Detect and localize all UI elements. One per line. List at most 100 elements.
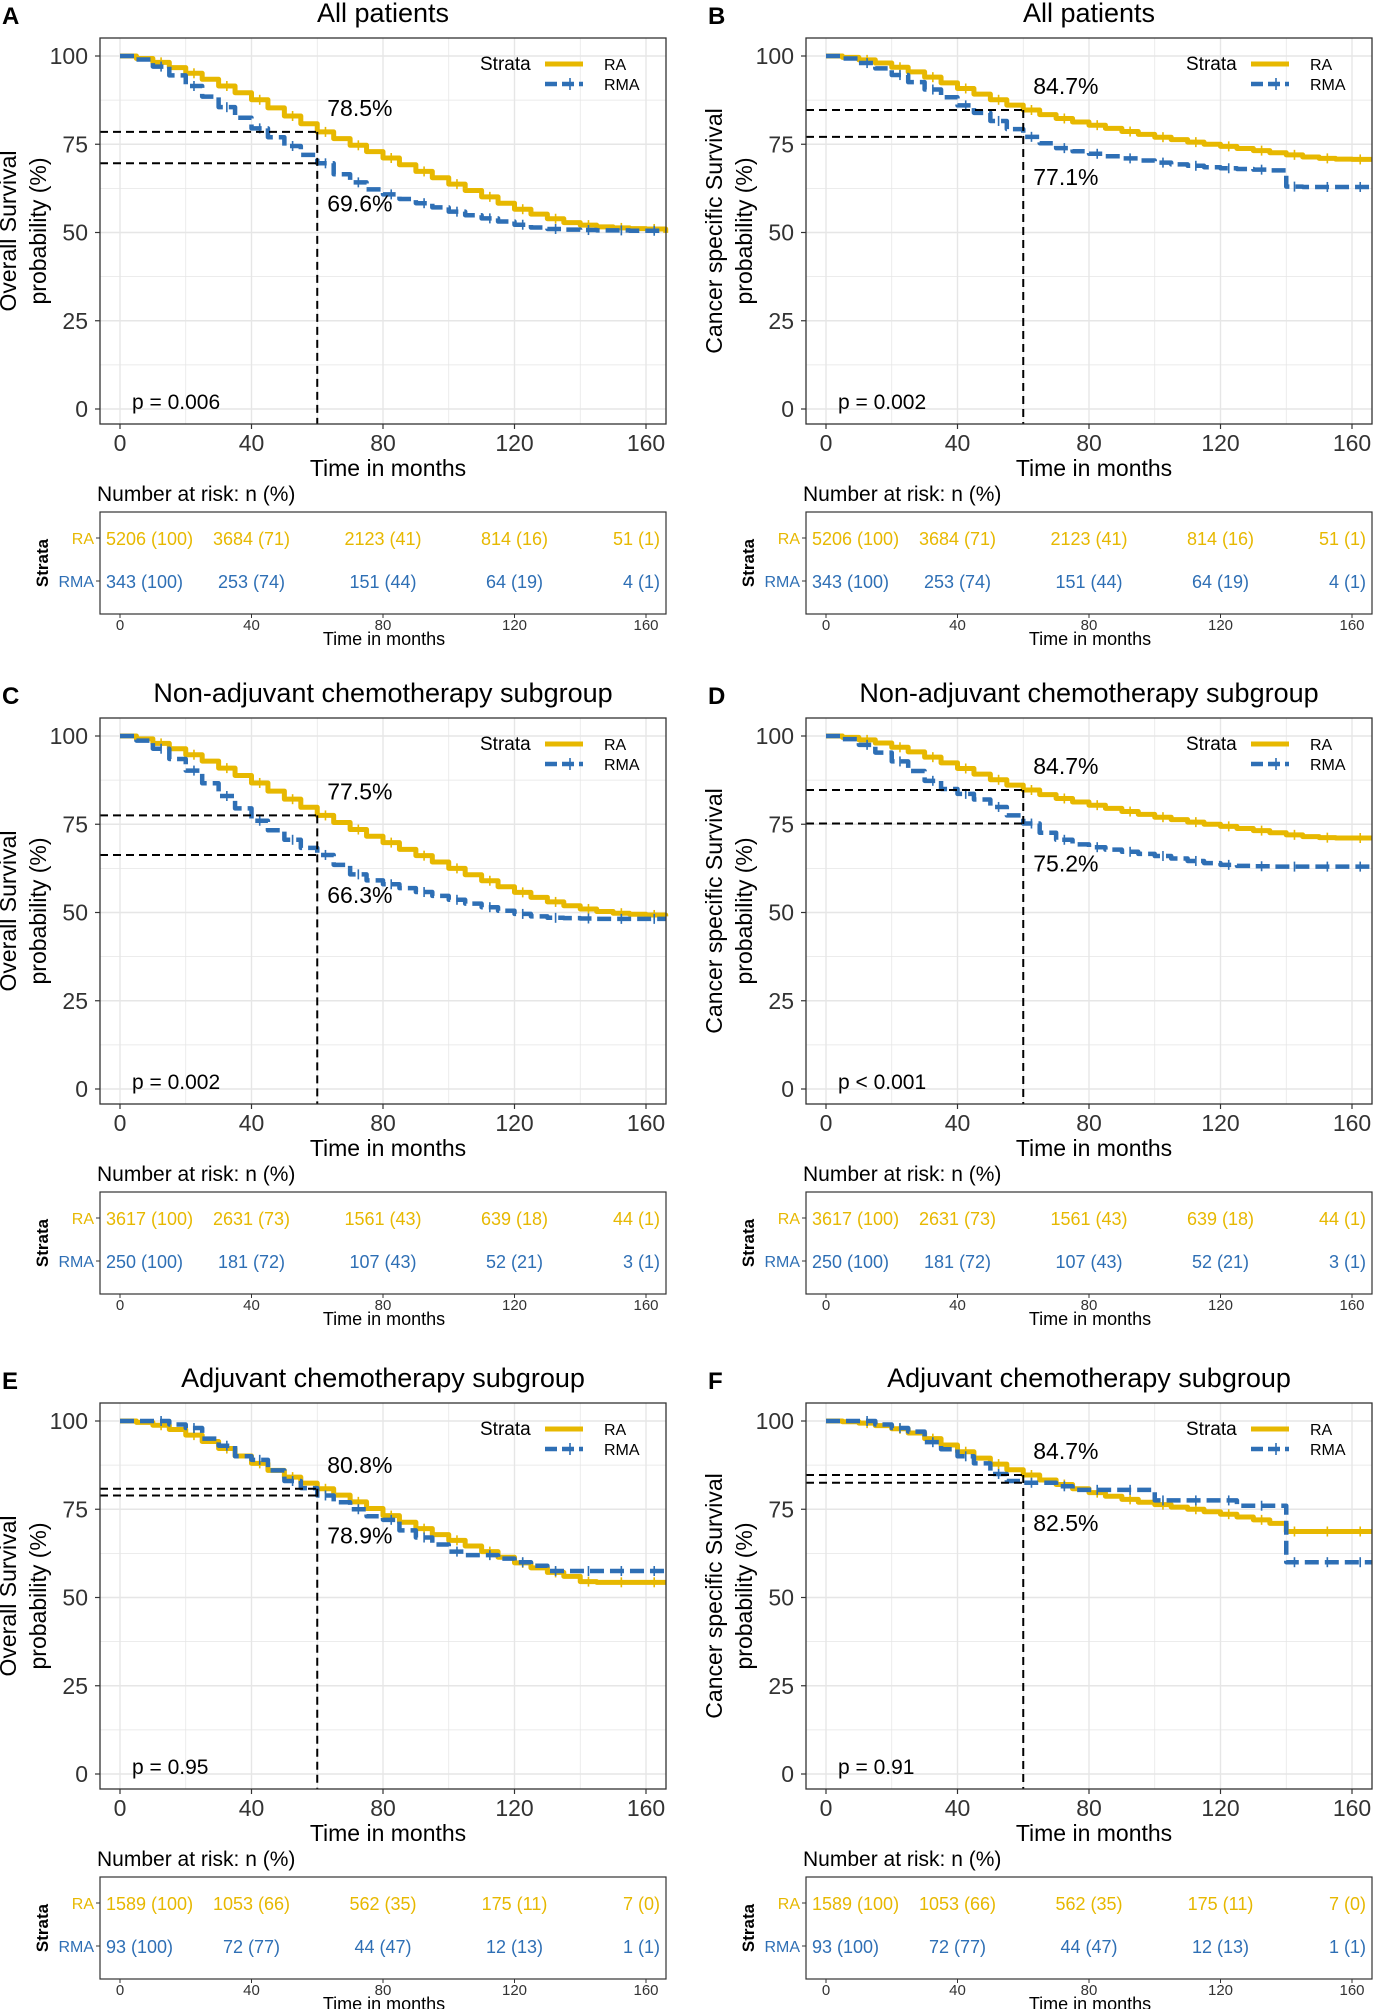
risk-value: 151 (44) xyxy=(349,572,416,592)
legend-label-ra: RA xyxy=(1310,737,1333,754)
risk-x-tick-label: 160 xyxy=(1339,1982,1364,1999)
risk-table-border xyxy=(805,511,1373,615)
risk-value: 3684 (71) xyxy=(919,529,996,549)
chart-title: All patients xyxy=(317,0,449,28)
panel-e: E Adjuvant chemotherapy subgroup 80.8% 78.9… xyxy=(0,1363,667,2009)
risk-value: 93 (100) xyxy=(812,1937,879,1957)
risk-x-tick-label: 0 xyxy=(116,1982,124,1999)
risk-strata-label-group: Strata xyxy=(739,1218,758,1267)
risk-value: 3617 (100) xyxy=(812,1209,899,1229)
risk-table: Number at risk: n (%) RA 1589 (100) 1053 (6… xyxy=(33,1848,667,2009)
panel-b: B All patients 84.7% 77.1% 0 40 80 120 160 0 25 50 7… xyxy=(701,0,1373,649)
y-tick-label: 50 xyxy=(768,220,794,246)
risk-table-border xyxy=(99,1191,667,1295)
y-axis-label: Overall Survival probability (%) xyxy=(0,830,51,991)
panel-letter: F xyxy=(708,1368,723,1395)
x-tick-label: 160 xyxy=(627,1795,665,1821)
x-axis-label: Time in months xyxy=(1016,1135,1172,1161)
risk-value: 814 (16) xyxy=(1187,529,1254,549)
risk-x-tick-label: 120 xyxy=(502,1297,527,1314)
risk-table-header: Number at risk: n (%) xyxy=(97,1163,295,1186)
risk-table-header: Number at risk: n (%) xyxy=(803,1163,1001,1186)
censor-marks-rma xyxy=(866,739,1362,872)
risk-value: 12 (13) xyxy=(1192,1937,1249,1957)
y-axis-label: Cancer specific Survival probability (%) xyxy=(701,788,757,1033)
y-tick-label: 25 xyxy=(768,1673,794,1699)
y-tick-label: 75 xyxy=(62,1496,88,1522)
chart-title: Non-adjuvant chemotherapy subgroup xyxy=(859,678,1318,708)
risk-value: 107 (43) xyxy=(349,1252,416,1272)
risk-row-label-rma: RMA xyxy=(764,1254,800,1271)
risk-row-label-ra: RA xyxy=(778,1211,801,1228)
x-tick-label: 80 xyxy=(370,1110,396,1136)
legend-title: Strata xyxy=(1186,734,1237,755)
risk-x-tick-label: 40 xyxy=(949,617,966,634)
risk-value: 814 (16) xyxy=(481,529,548,549)
risk-value: 4 (1) xyxy=(1329,572,1366,592)
x-tick-label: 0 xyxy=(114,1795,127,1821)
risk-row-label-rma: RMA xyxy=(764,1939,800,1956)
risk-value: 250 (100) xyxy=(106,1252,183,1272)
label-ra-60m: 78.5% xyxy=(327,95,392,121)
landmark-lines xyxy=(806,1474,1025,1789)
y-axis-label: Cancer specific Survival probability (%) xyxy=(701,108,757,353)
risk-strata-label: Strata xyxy=(33,538,52,587)
risk-value: 3 (1) xyxy=(1329,1252,1366,1272)
y-tick-label: 50 xyxy=(768,900,794,926)
y-axis-label-line1: Cancer specific Survival xyxy=(701,1473,727,1718)
y-axis-label: Overall Survival probability (%) xyxy=(0,1515,51,1676)
x-tick-label: 80 xyxy=(370,430,396,456)
legend-label-ra: RA xyxy=(604,1422,627,1439)
chart-title: Non-adjuvant chemotherapy subgroup xyxy=(153,678,612,708)
x-tick-label: 120 xyxy=(495,1110,533,1136)
legend-label-ra: RA xyxy=(604,737,627,754)
risk-table: Number at risk: n (%) RA 5206 (100) 3684 (7… xyxy=(33,483,667,649)
risk-row-label-rma: RMA xyxy=(58,1939,94,1956)
chart-title: Adjuvant chemotherapy subgroup xyxy=(181,1363,585,1393)
risk-value: 7 (0) xyxy=(623,1894,660,1914)
y-tick-label: 25 xyxy=(62,308,88,334)
risk-x-tick-label: 40 xyxy=(243,1982,260,1999)
x-axis-label: Time in months xyxy=(310,1820,466,1846)
x-tick-label: 40 xyxy=(239,430,265,456)
risk-strata-label-group: Strata xyxy=(739,538,758,587)
risk-x-axis-label: Time in months xyxy=(323,1309,445,1329)
x-tick-label: 0 xyxy=(114,1110,127,1136)
risk-row-label-ra: RA xyxy=(778,1896,801,1913)
y-tick-label: 0 xyxy=(75,1076,88,1102)
censor-marks-rma xyxy=(866,58,1362,192)
risk-value: 1053 (66) xyxy=(919,1894,996,1914)
label-rma-60m: 69.6% xyxy=(327,190,392,216)
x-axis-label: Time in months xyxy=(310,455,466,481)
x-axis-label: Time in months xyxy=(1016,455,1172,481)
censor-marks-ra xyxy=(866,54,1362,165)
risk-strata-label: Strata xyxy=(33,1903,52,1952)
landmark-lines xyxy=(806,789,1025,1104)
risk-value: 107 (43) xyxy=(1055,1252,1122,1272)
y-tick-label: 100 xyxy=(50,723,88,749)
risk-x-tick-label: 80 xyxy=(1081,1297,1098,1314)
y-axis-label-line1: Overall Survival xyxy=(0,1515,21,1676)
survival-curve-ra xyxy=(826,733,1372,841)
y-tick-label: 25 xyxy=(62,988,88,1014)
risk-value: 12 (13) xyxy=(486,1937,543,1957)
label-rma-60m: 75.2% xyxy=(1033,851,1098,877)
risk-x-axis-label: Time in months xyxy=(323,1994,445,2009)
landmark-lines xyxy=(100,814,319,1104)
risk-value: 181 (72) xyxy=(218,1252,285,1272)
y-tick-label: 25 xyxy=(62,1673,88,1699)
panel-letter: D xyxy=(708,683,725,710)
x-tick-label: 160 xyxy=(627,430,665,456)
risk-x-tick-label: 160 xyxy=(1339,617,1364,634)
y-tick-label: 0 xyxy=(781,1761,794,1787)
legend-label-rma: RMA xyxy=(604,77,640,94)
legend: Strata RA RMA xyxy=(480,1419,640,1459)
label-ra-60m: 84.7% xyxy=(1033,753,1098,779)
gridlines xyxy=(100,38,666,424)
x-tick-label: 120 xyxy=(495,430,533,456)
legend-label-rma: RMA xyxy=(1310,757,1346,774)
x-tick-label: 160 xyxy=(1333,430,1371,456)
risk-value: 1561 (43) xyxy=(344,1209,421,1229)
y-axis-label: Cancer specific Survival probability (%) xyxy=(701,1473,757,1718)
